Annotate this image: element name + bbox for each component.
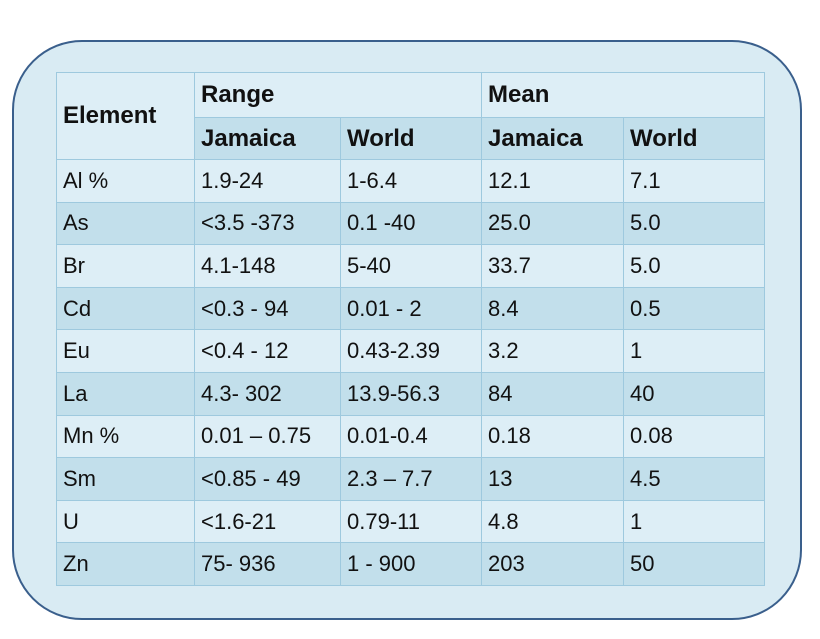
element-cell: La [56, 371, 195, 416]
mean-jamaica-cell: 0.18 [481, 414, 625, 459]
range-jamaica-cell: <0.3 - 94 [194, 286, 341, 331]
mean-jamaica-cell: 203 [481, 542, 625, 586]
element-cell: As [56, 201, 195, 246]
range-world-cell: 13.9-56.3 [339, 371, 483, 416]
range-world-header: World [339, 117, 483, 160]
range-world-cell: 2.3 – 7.7 [339, 457, 483, 501]
element-cell: Cd [56, 286, 195, 331]
range-jamaica-cell: <0.85 - 49 [194, 457, 341, 501]
mean-jamaica-cell: 33.7 [481, 244, 625, 288]
element-cell: Eu [56, 329, 195, 373]
element-cell: U [56, 499, 195, 544]
table-row: U <1.6-21 0.79-11 4.8 1 [56, 499, 766, 544]
mean-jamaica-cell: 8.4 [481, 286, 625, 331]
element-header: Element [56, 72, 195, 160]
table-row: Cd <0.3 - 94 0.01 - 2 8.4 0.5 [56, 286, 766, 331]
element-cell: Zn [56, 542, 195, 586]
mean-jamaica-header: Jamaica [481, 117, 625, 160]
range-world-cell: 5-40 [339, 244, 483, 288]
range-jamaica-cell: 75- 936 [194, 542, 341, 586]
table-row: Mn % 0.01 – 0.75 0.01-0.4 0.18 0.08 [56, 414, 766, 459]
range-world-cell: 0.79-11 [339, 499, 483, 544]
element-cell: Sm [56, 457, 195, 501]
mean-jamaica-cell: 12.1 [481, 159, 625, 203]
mean-world-cell: 0.08 [623, 414, 766, 459]
range-jamaica-cell: <1.6-21 [194, 499, 341, 544]
range-jamaica-cell: 1.9-24 [194, 159, 341, 203]
range-header: Range [193, 72, 483, 118]
range-world-cell: 1-6.4 [339, 159, 483, 203]
mean-world-cell: 40 [623, 371, 766, 416]
mean-world-cell: 0.5 [623, 286, 766, 331]
range-world-cell: 0.43-2.39 [339, 329, 483, 373]
table-row: Sm <0.85 - 49 2.3 – 7.7 13 4.5 [56, 457, 766, 501]
mean-jamaica-cell: 84 [481, 371, 625, 416]
element-cell: Al % [56, 159, 195, 203]
mean-jamaica-cell: 3.2 [481, 329, 625, 373]
table-row: Eu <0.4 - 12 0.43-2.39 3.2 1 [56, 329, 766, 373]
range-jamaica-cell: <0.4 - 12 [194, 329, 341, 373]
element-cell: Br [56, 244, 195, 288]
mean-header: Mean [481, 72, 766, 118]
table-row: Al % 1.9-24 1-6.4 12.1 7.1 [56, 159, 766, 203]
mean-world-cell: 50 [623, 542, 766, 586]
range-jamaica-cell: 4.1-148 [194, 244, 341, 288]
mean-jamaica-cell: 25.0 [481, 201, 625, 246]
mean-jamaica-cell: 4.8 [481, 499, 625, 544]
table-body: Al % 1.9-24 1-6.4 12.1 7.1 As <3.5 -373 0.1 -40… [56, 159, 766, 586]
element-cell: Mn % [56, 414, 195, 459]
range-world-cell: 0.01-0.4 [339, 414, 483, 459]
range-jamaica-header: Jamaica [194, 117, 341, 160]
table-row: Br 4.1-148 5-40 33.7 5.0 [56, 244, 766, 288]
element-table: Element Range Mean Jamaica World Jamaica… [56, 72, 766, 586]
mean-world-cell: 1 [623, 329, 766, 373]
mean-world-cell: 1 [623, 499, 766, 544]
range-world-cell: 1 - 900 [339, 542, 483, 586]
table-row: As <3.5 -373 0.1 -40 25.0 5.0 [56, 201, 766, 246]
mean-world-cell: 4.5 [623, 457, 766, 501]
mean-world-cell: 5.0 [623, 244, 766, 288]
table-row: Zn 75- 936 1 - 900 203 50 [56, 542, 766, 586]
range-world-cell: 0.1 -40 [339, 201, 483, 246]
range-jamaica-cell: 4.3- 302 [194, 371, 341, 416]
range-jamaica-cell: 0.01 – 0.75 [194, 414, 341, 459]
range-jamaica-cell: <3.5 -373 [194, 201, 341, 246]
table-row: La 4.3- 302 13.9-56.3 84 40 [56, 371, 766, 416]
mean-world-header: World [623, 117, 766, 160]
mean-world-cell: 5.0 [623, 201, 766, 246]
range-world-cell: 0.01 - 2 [339, 286, 483, 331]
mean-world-cell: 7.1 [623, 159, 766, 203]
mean-jamaica-cell: 13 [481, 457, 625, 501]
